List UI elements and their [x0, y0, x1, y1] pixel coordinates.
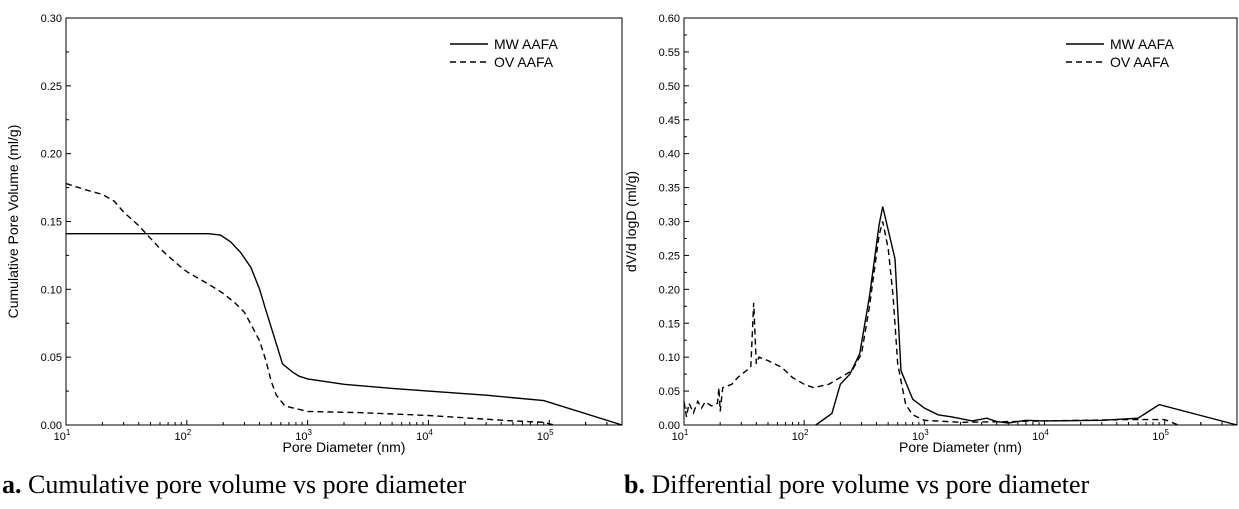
series-line-ov-aafa	[683, 221, 1179, 426]
x-tick-base: 10	[416, 431, 428, 443]
x-tick-base: 10	[912, 431, 924, 443]
x-tick-label: 105	[537, 428, 554, 443]
y-tick-label: 0.15	[659, 318, 680, 330]
y-tick-label: 0.00	[659, 420, 680, 432]
x-tick-label: 104	[416, 428, 433, 443]
series-line-ov-aafa	[65, 182, 555, 426]
y-tick-label: 0.25	[41, 81, 62, 93]
y-tick-label: 0.50	[659, 81, 680, 93]
x-tick-label: 102	[792, 428, 809, 443]
chart-differential-pore-volume: 0.00 0.05 0.10 0.15 0.20 0.25 0.30 0.35 0.40 0.45…	[623, 13, 1238, 455]
caption-a: a. Cumulative pore volume vs pore diamet…	[2, 470, 466, 500]
y-tick-label: 0.30	[659, 217, 680, 229]
x-tick-exp: 5	[549, 428, 554, 437]
x-tick-exp: 2	[187, 428, 192, 437]
series-line-mw-aafa	[66, 233, 623, 426]
x-tick-base: 10	[672, 431, 684, 443]
x-tick-label: 105	[1152, 428, 1169, 443]
x-tick-base: 10	[295, 431, 307, 443]
x-tick-base: 10	[537, 431, 549, 443]
y-tick-label: 0.35	[659, 183, 680, 195]
y-tick-label: 0.45	[659, 115, 680, 127]
y-tick-label: 0.05	[659, 386, 680, 398]
x-tick-exp: 4	[428, 428, 433, 437]
x-tick-label: 101	[54, 428, 71, 443]
x-tick-base: 10	[1032, 431, 1044, 443]
y-axis-label: Cumulative Pore Volume (ml/g)	[5, 125, 21, 319]
y-tick-label: 0.55	[659, 47, 680, 59]
y-tick-label: 0.40	[659, 149, 680, 161]
x-tick-base: 10	[54, 431, 66, 443]
x-tick-exp: 2	[804, 428, 809, 437]
legend-label: MW AAFA	[494, 36, 558, 52]
x-axis-label: Pore Diameter (nm)	[283, 439, 406, 455]
x-tick-exp: 5	[1165, 428, 1170, 437]
x-tick-label: 104	[1032, 428, 1049, 443]
legend-label: OV AAFA	[1110, 54, 1170, 70]
x-tick-exp: 1	[66, 428, 71, 437]
x-tick-label: 101	[672, 428, 689, 443]
caption-b-text: Differential pore volume vs pore diamete…	[644, 470, 1090, 499]
y-tick-label: 0.25	[659, 250, 680, 262]
y-tick-label: 0.00	[41, 420, 62, 432]
y-tick-label: 0.10	[659, 352, 680, 364]
x-tick-exp: 4	[1044, 428, 1049, 437]
legend-label: MW AAFA	[1110, 36, 1174, 52]
x-tick-exp: 3	[308, 428, 313, 437]
caption-b: b. Differential pore volume vs pore diam…	[624, 470, 1089, 500]
y-tick-label: 0.10	[41, 284, 62, 296]
y-axis-label: dV/d logD (ml/g)	[623, 171, 639, 272]
legend-label: OV AAFA	[494, 54, 554, 70]
y-tick-label: 0.05	[41, 352, 62, 364]
y-tick-label: 0.30	[41, 13, 62, 25]
caption-b-letter: b.	[624, 470, 645, 499]
x-tick-base: 10	[792, 431, 804, 443]
y-tick-label: 0.60	[659, 13, 680, 25]
y-tick-label: 0.20	[41, 149, 62, 161]
x-axis-label: Pore Diameter (nm)	[899, 439, 1022, 455]
x-tick-base: 10	[1152, 431, 1164, 443]
x-tick-exp: 3	[924, 428, 929, 437]
caption-a-text: Cumulative pore volume vs pore diameter	[21, 470, 467, 499]
plot-frame	[683, 17, 1238, 426]
x-tick-base: 10	[174, 431, 186, 443]
y-tick-label: 0.15	[41, 217, 62, 229]
y-tick-label: 0.20	[659, 284, 680, 296]
x-tick-exp: 1	[684, 428, 689, 437]
x-tick-label: 103	[912, 428, 929, 443]
caption-a-letter: a.	[2, 470, 22, 499]
plot-frame	[65, 17, 623, 426]
x-tick-label: 103	[295, 428, 312, 443]
x-tick-label: 102	[174, 428, 191, 443]
